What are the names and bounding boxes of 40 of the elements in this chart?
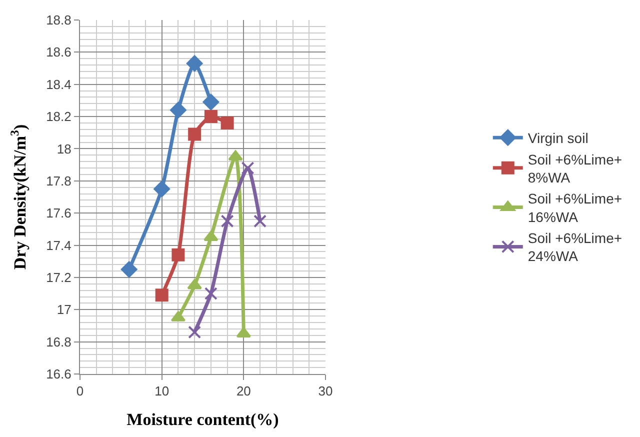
y-tick-label: 17.6 <box>46 206 72 221</box>
x-tick-label: 20 <box>236 384 251 399</box>
point <box>241 162 254 175</box>
point <box>254 214 267 228</box>
point <box>204 230 218 241</box>
point <box>220 116 234 130</box>
y-tick-label: 18 <box>56 141 72 156</box>
y-tick-label: 18.2 <box>46 109 72 124</box>
y-tick-label: 17 <box>56 302 72 318</box>
point <box>120 261 138 278</box>
point <box>154 180 170 198</box>
x-tick-label: 30 <box>318 384 333 399</box>
point <box>204 287 218 300</box>
legend-label: Soil +6%Lime+ 16%WA <box>528 190 622 225</box>
point <box>220 214 234 228</box>
y-tick-label: 16.6 <box>46 366 72 382</box>
x-tick-label: 10 <box>154 384 170 399</box>
x-tick-label: 0 <box>76 384 84 399</box>
point <box>187 279 202 290</box>
point <box>236 327 252 338</box>
point <box>204 110 218 124</box>
point <box>202 94 220 110</box>
y-tick-label: 18.4 <box>46 76 72 92</box>
y-tick-label: 17.8 <box>46 173 72 188</box>
point <box>186 55 203 72</box>
legend-label: Soil +6%Lime+ 24%WA <box>528 230 622 264</box>
point <box>155 288 168 302</box>
y-tick-label: 16.8 <box>46 334 72 350</box>
legend-label: Soil +6%Lime+ 8%WA <box>528 151 622 186</box>
legend-label: Virgin soil <box>528 130 588 146</box>
y-tick-label: 18.6 <box>46 44 72 60</box>
point <box>188 128 202 141</box>
point <box>170 102 186 118</box>
y-tick-label: 17.2 <box>46 270 72 285</box>
y-tick-label: 18.8 <box>46 12 72 28</box>
y-tick-label: 17.4 <box>46 238 72 253</box>
point <box>172 248 185 262</box>
x-axis-title: Moisture content(%) <box>126 410 279 429</box>
point <box>228 150 243 161</box>
point <box>188 326 202 339</box>
